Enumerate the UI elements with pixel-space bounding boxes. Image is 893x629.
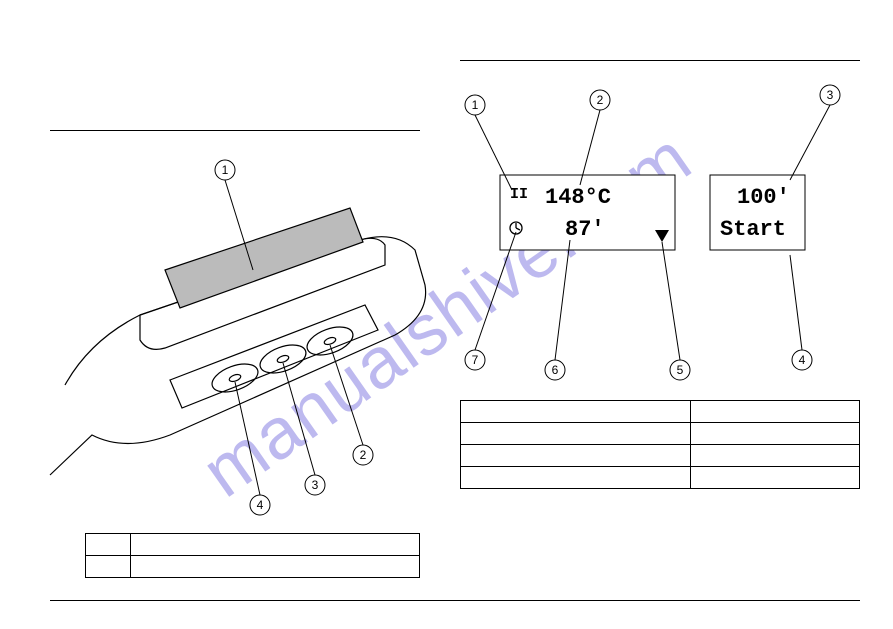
svg-text:1: 1 xyxy=(222,163,229,177)
right-legend-table xyxy=(460,400,860,489)
callout-r6: 6 xyxy=(545,240,570,380)
lcd-temp: 148°C xyxy=(545,185,611,210)
callout-4: 4 xyxy=(235,382,270,515)
rule-top-right xyxy=(460,60,860,61)
left-legend-table xyxy=(85,533,420,578)
lcd-target-time: 100' xyxy=(737,185,790,210)
callout-r2: 2 xyxy=(580,90,610,185)
table-row xyxy=(461,467,860,489)
svg-text:4: 4 xyxy=(257,498,264,512)
svg-text:1: 1 xyxy=(472,98,479,112)
button-3-shape xyxy=(303,322,356,361)
control-panel-figure: 1 2 3 4 xyxy=(30,80,450,520)
rule-bottom xyxy=(50,600,860,601)
svg-text:6: 6 xyxy=(552,363,559,377)
lcd-time: 87' xyxy=(565,217,605,242)
table-row xyxy=(461,423,860,445)
lcd-start: Start xyxy=(720,217,786,242)
callout-3: 3 xyxy=(283,363,325,495)
table-row xyxy=(461,445,860,467)
callout-2: 2 xyxy=(330,345,373,465)
button-1-shape xyxy=(208,359,261,398)
pause-icon: II xyxy=(510,186,528,203)
svg-text:4: 4 xyxy=(799,353,806,367)
svg-text:3: 3 xyxy=(312,478,319,492)
lcd-screen-shape xyxy=(165,208,363,308)
svg-text:7: 7 xyxy=(472,353,479,367)
callout-r4: 4 xyxy=(790,255,812,370)
svg-text:2: 2 xyxy=(360,448,367,462)
table-row xyxy=(86,556,420,578)
callout-r7: 7 xyxy=(465,232,516,370)
svg-text:2: 2 xyxy=(597,93,604,107)
svg-text:5: 5 xyxy=(677,363,684,377)
table-row xyxy=(86,534,420,556)
lcd-display-figure: II 148°C 87' 100' Start 1 2 3 xyxy=(440,70,870,400)
callout-r3: 3 xyxy=(790,85,840,180)
callout-r5: 5 xyxy=(662,242,690,380)
callout-r1: 1 xyxy=(465,95,512,190)
svg-text:3: 3 xyxy=(827,88,834,102)
table-row xyxy=(461,401,860,423)
button-2-shape xyxy=(256,340,309,379)
manual-page: manualshive.com 1 xyxy=(0,0,893,629)
